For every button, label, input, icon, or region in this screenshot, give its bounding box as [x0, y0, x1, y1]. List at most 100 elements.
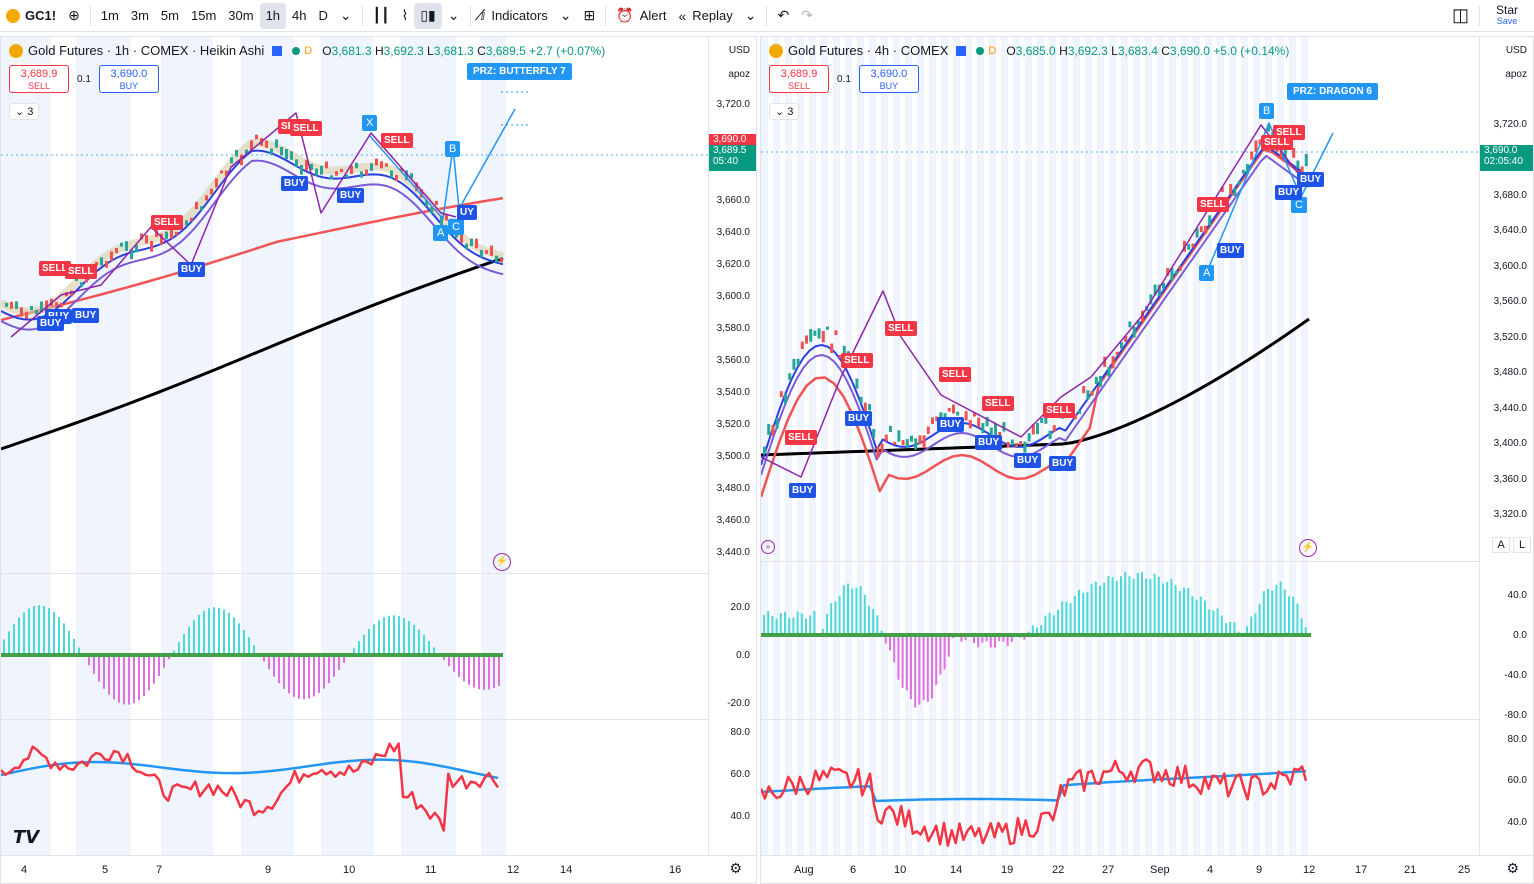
layout-button[interactable]: ◫: [1446, 0, 1475, 32]
time-axis[interactable]: 4 5 7 9 10 11 12 14 16 ⚙: [1, 855, 756, 883]
interval-dropdown[interactable]: ⌄: [334, 0, 358, 32]
chart-type-dropdown[interactable]: ⌄: [442, 0, 466, 32]
scroll-back-icon[interactable]: »: [761, 540, 775, 554]
candle: [210, 188, 213, 195]
interval-3m[interactable]: 3m: [130, 8, 149, 23]
save-layout-button[interactable]: Star Save: [1484, 0, 1534, 32]
candle: [410, 173, 413, 179]
interval-4h[interactable]: 4h: [292, 8, 307, 23]
candle: [205, 195, 208, 201]
settings-gear-icon[interactable]: ⚙: [729, 860, 742, 876]
line-style-button[interactable]: ⌇: [396, 0, 415, 32]
candle: [947, 407, 951, 412]
replay-dropdown[interactable]: ⌄: [739, 0, 763, 32]
symbol-search[interactable]: GC1!: [0, 0, 62, 32]
price-axis[interactable]: USD apoz 3,720.0 3,660.0 3,640.0 3,620.0…: [708, 37, 756, 857]
interval-5m[interactable]: 5m: [160, 8, 179, 23]
indicators-button[interactable]: ⅈ̸ Indicators: [475, 0, 554, 32]
macd-bar: [1111, 577, 1114, 635]
interval-15m[interactable]: 15m: [190, 8, 217, 23]
auto-scale-button[interactable]: A: [1492, 537, 1510, 553]
undo-button[interactable]: ↶: [771, 0, 795, 32]
settings-gear-icon[interactable]: ⚙: [1506, 860, 1519, 876]
replay-button[interactable]: « Replay: [672, 0, 738, 32]
time-tick: 4: [1207, 864, 1214, 876]
indicators-dropdown[interactable]: ⌄: [554, 0, 578, 32]
lightning-alert-icon[interactable]: ⚡: [493, 553, 511, 571]
candle: [30, 305, 33, 311]
candle: [470, 238, 473, 247]
macd-bar: [1082, 592, 1085, 635]
harmonic-pattern-line: [1208, 122, 1334, 268]
tv-logo-icon[interactable]: 𝙏𝙑: [13, 827, 40, 847]
chart-canvas-left[interactable]: [1, 37, 757, 884]
candle: [5, 302, 8, 307]
time-tick: 12: [507, 864, 520, 876]
market-open-icon: [292, 46, 301, 55]
collapse-indicators-button[interactable]: ⌄ 3: [769, 103, 800, 120]
macd-bar: [1002, 635, 1005, 642]
time-tick: 10: [894, 864, 907, 876]
candle: [275, 139, 278, 148]
pattern-point-c: C: [448, 219, 464, 235]
macd-bar: [1132, 578, 1135, 635]
candle: [195, 201, 198, 210]
alert-button[interactable]: ⏰ Alert: [610, 0, 672, 32]
interval-d[interactable]: D: [318, 8, 328, 23]
candle: [350, 165, 353, 175]
buy-button[interactable]: 3,690.0 BUY: [858, 65, 919, 93]
time-axis[interactable]: Aug 6 10 14 19 22 27 Sep 4 9 12 17 21 25…: [761, 855, 1533, 883]
macd-bar: [493, 655, 495, 689]
currency-label[interactable]: USD: [1505, 45, 1527, 56]
macd-bar: [328, 655, 330, 684]
bars-icon: ┃┃: [372, 7, 390, 23]
time-tick: 17: [1355, 864, 1368, 876]
collapse-indicators-button[interactable]: ⌄ 3: [9, 103, 40, 120]
add-symbol-button[interactable]: ⊕: [62, 0, 86, 32]
session-band: [401, 37, 456, 857]
price-axis[interactable]: USD apoz 3,720.0 3,680.0 3,640.0 3,600.0…: [1479, 37, 1533, 857]
bar-style-button[interactable]: ┃┃: [367, 0, 396, 32]
candle: [863, 402, 867, 413]
macd-bar: [889, 635, 891, 651]
sell-button[interactable]: 3,689.9 SELL: [769, 65, 829, 93]
flag-icon[interactable]: [956, 45, 967, 56]
countdown: 05:40: [713, 156, 739, 167]
trade-panel: 3,689.9 SELL 0.1 3,690.0 BUY: [9, 65, 159, 93]
templates-button[interactable]: ⊞: [578, 0, 602, 32]
divider: [605, 5, 607, 26]
price-tick: 3,400.0: [1493, 438, 1527, 449]
price-tick: 3,440.0: [1493, 403, 1527, 414]
candle: [130, 249, 133, 260]
candle-style-button[interactable]: ▯▮: [414, 2, 442, 29]
chart-pane-1h[interactable]: Gold Futures · 1h · COMEX · Heikin Ashi …: [0, 36, 757, 884]
candle: [1283, 149, 1287, 161]
macd-bar: [1225, 623, 1227, 635]
flag-icon[interactable]: [272, 45, 283, 56]
scale-label[interactable]: apoz: [1505, 69, 1527, 80]
pattern-point-c: C: [1291, 197, 1307, 213]
indicators-label: Indicators: [491, 8, 548, 23]
sell-button[interactable]: 3,689.9 SELL: [9, 65, 69, 93]
interval-30m[interactable]: 30m: [228, 8, 254, 23]
candle: [1174, 271, 1178, 275]
low-value: 3,683.4: [1117, 43, 1158, 58]
redo-button[interactable]: ↷: [795, 0, 819, 32]
sell-signal: SELL: [841, 353, 873, 368]
change-value: +5.0 (+0.14%): [1213, 43, 1290, 58]
interval-1m[interactable]: 1m: [100, 8, 119, 23]
macd-bar: [1010, 635, 1013, 642]
scale-label[interactable]: apoz: [728, 69, 750, 80]
interval-1h[interactable]: 1h: [259, 2, 287, 29]
macd-bar: [498, 655, 500, 686]
currency-label[interactable]: USD: [728, 45, 750, 56]
chart-canvas-right[interactable]: [761, 37, 1534, 884]
macd-bar: [914, 635, 917, 708]
chart-pane-4h[interactable]: Gold Futures · 4h · COMEX D O3,685.0 H3,…: [760, 36, 1534, 884]
macd-bar: [123, 655, 125, 705]
candle: [70, 290, 73, 297]
log-scale-button[interactable]: L: [1513, 537, 1531, 553]
lightning-alert-icon[interactable]: ⚡: [1299, 539, 1317, 557]
buy-button[interactable]: 3,690.0 BUY: [98, 65, 159, 93]
candle: [973, 412, 976, 417]
